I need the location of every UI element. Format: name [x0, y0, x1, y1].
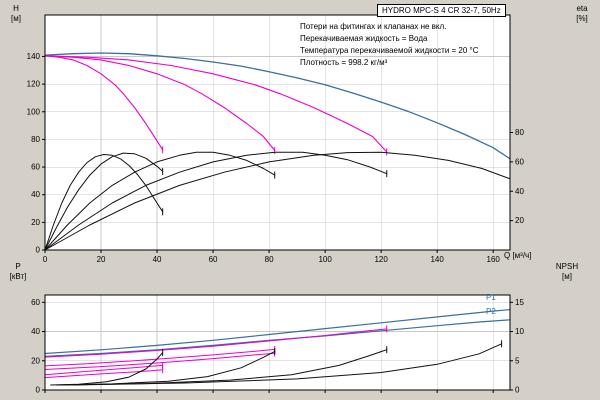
annotation-line: Плотность = 998.2 кг/м³: [300, 58, 388, 67]
head-axis-unit: [м]: [11, 14, 21, 23]
y-axis-label-head: H [м]: [2, 4, 30, 24]
svg-text:40: 40: [515, 187, 524, 196]
y-axis-label-power: P [кВт]: [2, 262, 34, 282]
svg-text:5: 5: [515, 356, 520, 365]
svg-text:20: 20: [515, 216, 524, 225]
npsh-axis-symbol: NPSH: [555, 262, 579, 271]
svg-text:120: 120: [27, 80, 41, 89]
annotation-line: Потери на фитингах и клапанах не вкл.: [300, 22, 447, 31]
chart-annotations: Потери на фитингах и клапанах не вкл. Пе…: [300, 21, 479, 69]
npsh-axis-unit: [м]: [562, 272, 572, 281]
svg-text:80: 80: [31, 135, 40, 144]
annotation-line: Температура перекачиваемой жидкости = 20…: [300, 46, 479, 55]
svg-text:0: 0: [515, 386, 520, 395]
svg-text:60: 60: [209, 255, 218, 264]
y-axis-label-npsh: NPSH [м]: [548, 262, 586, 282]
x-axis-label-flow: Q [м³/ч]: [504, 251, 532, 260]
eta-axis-unit: [%]: [576, 14, 588, 23]
svg-text:80: 80: [515, 128, 524, 137]
svg-text:15: 15: [515, 298, 524, 307]
svg-text:20: 20: [31, 218, 40, 227]
svg-text:40: 40: [31, 327, 40, 336]
svg-text:60: 60: [515, 157, 524, 166]
eta-axis-symbol: eta: [576, 4, 588, 13]
head-axis-symbol: H: [13, 4, 19, 13]
svg-text:0: 0: [36, 246, 41, 255]
curve-label-p1: P1: [486, 293, 496, 302]
svg-text:0: 0: [36, 386, 41, 395]
svg-text:100: 100: [318, 255, 332, 264]
svg-text:60: 60: [31, 298, 40, 307]
svg-text:10: 10: [515, 327, 524, 336]
power-axis-symbol: P: [15, 262, 21, 271]
svg-text:140: 140: [430, 255, 444, 264]
svg-text:60: 60: [31, 163, 40, 172]
svg-text:40: 40: [153, 255, 162, 264]
svg-text:20: 20: [31, 356, 40, 365]
svg-text:20: 20: [97, 255, 106, 264]
chart-title: HYDRO MPC-S 4 CR 32-7, 50Hz: [382, 6, 501, 15]
svg-text:0: 0: [43, 255, 48, 264]
svg-text:160: 160: [487, 255, 501, 264]
svg-text:80: 80: [265, 255, 274, 264]
svg-text:100: 100: [27, 107, 41, 116]
svg-text:120: 120: [374, 255, 388, 264]
y-axis-label-eta: eta [%]: [568, 4, 596, 24]
power-axis-unit: [кВт]: [9, 272, 27, 281]
annotation-line: Перекачиваемая жидкость = Вода: [300, 34, 428, 43]
svg-text:40: 40: [31, 190, 40, 199]
chart-title-box: HYDRO MPC-S 4 CR 32-7, 50Hz: [377, 4, 506, 17]
curve-label-p2: P2: [486, 307, 496, 316]
svg-text:140: 140: [27, 52, 41, 61]
